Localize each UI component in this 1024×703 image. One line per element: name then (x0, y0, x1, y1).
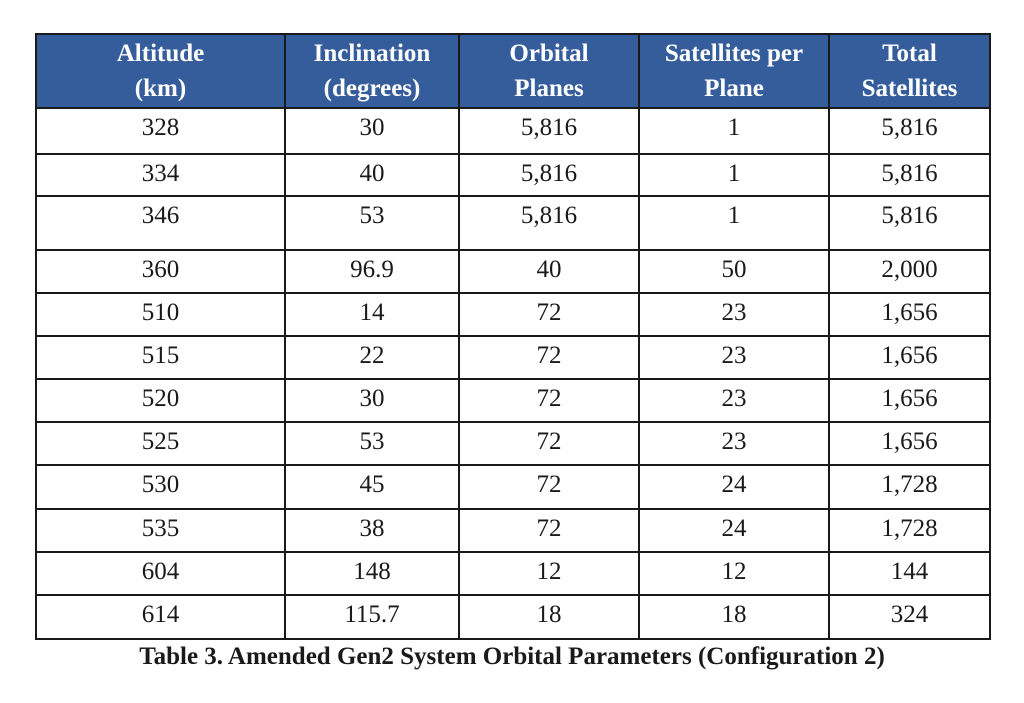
inclination-cell: 14 (284, 292, 460, 337)
table-row: 510 14 72 23 1,656 (35, 292, 991, 337)
total-satellites-cell: 5,816 (828, 195, 991, 251)
inclination-cell: 22 (284, 335, 460, 380)
satellites-per-plane-cell: 12 (638, 551, 830, 596)
orbital-planes-cell: 18 (458, 594, 640, 640)
table-row: 334 40 5,816 1 5,816 (35, 153, 991, 197)
orbital-planes-cell: 72 (458, 335, 640, 380)
total-satellites-cell: 1,656 (828, 378, 991, 423)
satellites-per-plane-cell: 1 (638, 107, 830, 155)
altitude-cell: 535 (35, 508, 286, 553)
column-header-altitude: Altitude (km) (35, 33, 286, 109)
altitude-cell: 510 (35, 292, 286, 337)
orbital-planes-cell: 72 (458, 421, 640, 466)
inclination-cell: 30 (284, 107, 460, 155)
inclination-cell: 53 (284, 421, 460, 466)
altitude-cell: 520 (35, 378, 286, 423)
altitude-cell: 530 (35, 464, 286, 510)
orbital-planes-cell: 40 (458, 249, 640, 294)
table-row: 525 53 72 23 1,656 (35, 421, 991, 466)
total-satellites-cell: 1,728 (828, 464, 991, 510)
total-satellites-cell: 1,656 (828, 292, 991, 337)
satellites-per-plane-cell: 1 (638, 195, 830, 251)
table-row: 515 22 72 23 1,656 (35, 335, 991, 380)
inclination-cell: 45 (284, 464, 460, 510)
inclination-cell: 96.9 (284, 249, 460, 294)
satellites-per-plane-cell: 23 (638, 421, 830, 466)
table-row: 530 45 72 24 1,728 (35, 464, 991, 510)
satellites-per-plane-cell: 23 (638, 292, 830, 337)
total-satellites-cell: 5,816 (828, 153, 991, 197)
satellites-per-plane-cell: 1 (638, 153, 830, 197)
satellites-per-plane-cell: 50 (638, 249, 830, 294)
table-row: 614 115.7 18 18 324 (35, 594, 991, 640)
orbital-planes-cell: 5,816 (458, 195, 640, 251)
table-caption: Table 3. Amended Gen2 System Orbital Par… (139, 643, 885, 670)
total-satellites-cell: 324 (828, 594, 991, 640)
altitude-cell: 346 (35, 195, 286, 251)
column-header-total-satellites: Total Satellites (828, 33, 991, 109)
inclination-cell: 40 (284, 153, 460, 197)
total-satellites-cell: 144 (828, 551, 991, 596)
orbital-planes-cell: 72 (458, 378, 640, 423)
total-satellites-cell: 1,656 (828, 335, 991, 380)
altitude-cell: 334 (35, 153, 286, 197)
column-header-orbital-planes: Orbital Planes (458, 33, 640, 109)
header-row: Altitude (km) Inclination (degrees) Orbita… (35, 33, 991, 109)
table-row: 346 53 5,816 1 5,816 (35, 195, 991, 251)
column-header-satellites-per-plane: Satellites per Plane (638, 33, 830, 109)
altitude-cell: 604 (35, 551, 286, 596)
orbital-planes-cell: 12 (458, 551, 640, 596)
orbital-planes-cell: 5,816 (458, 153, 640, 197)
satellites-per-plane-cell: 24 (638, 508, 830, 553)
inclination-cell: 53 (284, 195, 460, 251)
orbital-planes-cell: 72 (458, 292, 640, 337)
inclination-cell: 115.7 (284, 594, 460, 640)
table-row: 328 30 5,816 1 5,816 (35, 107, 991, 155)
altitude-cell: 360 (35, 249, 286, 294)
inclination-cell: 148 (284, 551, 460, 596)
satellites-per-plane-cell: 23 (638, 335, 830, 380)
orbital-planes-cell: 72 (458, 464, 640, 510)
inclination-cell: 30 (284, 378, 460, 423)
total-satellites-cell: 5,816 (828, 107, 991, 155)
total-satellites-cell: 2,000 (828, 249, 991, 294)
table-row: 604 148 12 12 144 (35, 551, 991, 596)
table-row: 520 30 72 23 1,656 (35, 378, 991, 423)
satellites-per-plane-cell: 24 (638, 464, 830, 510)
altitude-cell: 328 (35, 107, 286, 155)
altitude-cell: 614 (35, 594, 286, 640)
table-row: 360 96.9 40 50 2,000 (35, 249, 991, 294)
orbital-planes-cell: 72 (458, 508, 640, 553)
inclination-cell: 38 (284, 508, 460, 553)
orbital-parameters-table: Altitude (km) Inclination (degrees) Orbita… (35, 33, 991, 640)
total-satellites-cell: 1,656 (828, 421, 991, 466)
table-row: 535 38 72 24 1,728 (35, 508, 991, 553)
total-satellites-cell: 1,728 (828, 508, 991, 553)
altitude-cell: 515 (35, 335, 286, 380)
altitude-cell: 525 (35, 421, 286, 466)
satellites-per-plane-cell: 18 (638, 594, 830, 640)
table-body: 328 30 5,816 1 5,816 334 40 5,816 1 5,816 346 53 5,8… (35, 107, 991, 640)
satellites-per-plane-cell: 23 (638, 378, 830, 423)
column-header-inclination: Inclination (degrees) (284, 33, 460, 109)
orbital-planes-cell: 5,816 (458, 107, 640, 155)
